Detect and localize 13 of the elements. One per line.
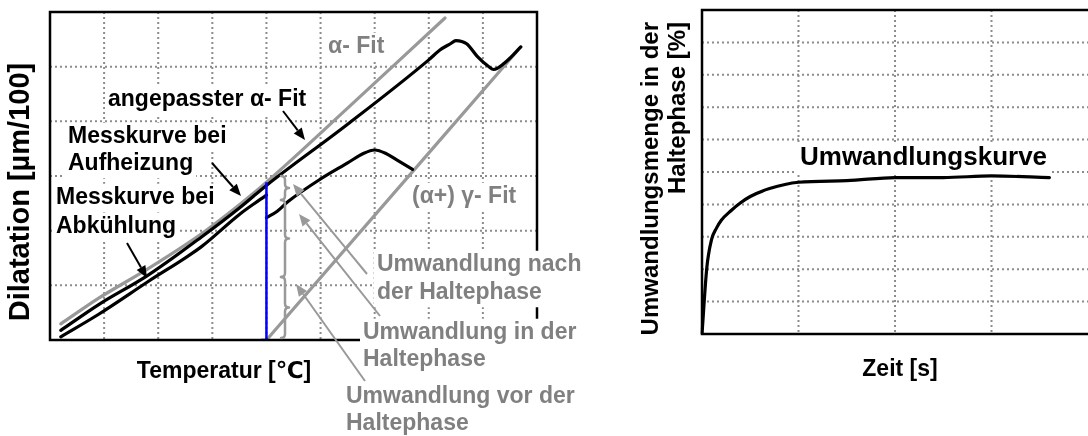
annotation: Umwandlung nach der Haltephase: [377, 250, 582, 305]
y-axis-title: Umwandlungsmenge in der Haltephase [%]: [635, 22, 690, 336]
series-label: Umwandlungskurve: [800, 141, 1048, 172]
y-axis-title: Dilatation [µm/100]: [3, 62, 35, 322]
annotation: (α+) γ- Fit: [412, 182, 517, 209]
x-axis-title: Zeit [s]: [862, 355, 938, 382]
annotation: α- Fit: [328, 32, 385, 59]
text: Umwandlung vor der Haltephase: [346, 382, 575, 436]
annotation: Messkurve bei Aufheizung: [68, 122, 227, 176]
annotation: Umwandlung in der Haltephase: [363, 318, 577, 372]
annotation: angepasster α- Fit: [108, 85, 307, 112]
x-axis-title: Temperatur [℃]: [136, 357, 312, 384]
annotation: Messkurve bei Abkühlung: [56, 183, 215, 239]
